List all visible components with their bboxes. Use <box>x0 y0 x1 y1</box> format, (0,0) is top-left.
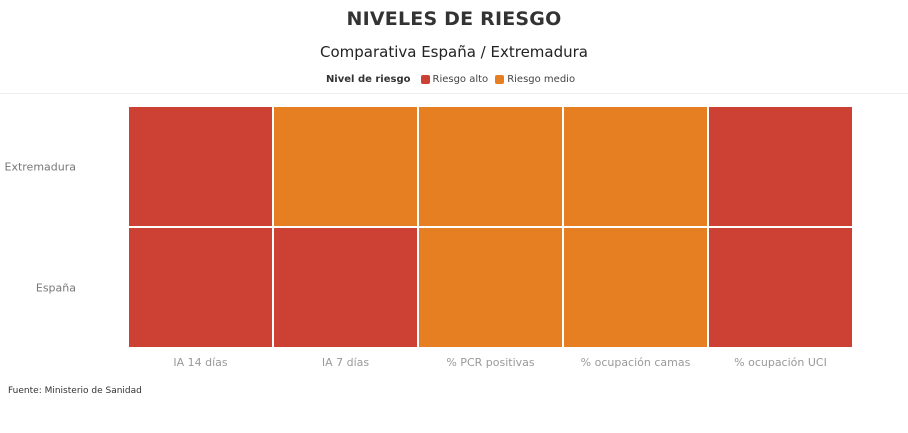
x-tick-label-ocupacion-camas: % ocupación camas <box>581 356 691 369</box>
heatmap-cell-extremadura-ocupacion-camas[interactable] <box>562 105 709 228</box>
legend-entry-high[interactable]: Riesgo alto <box>420 74 489 85</box>
legend-entry-medium[interactable]: Riesgo medio <box>495 74 575 85</box>
heatmap-cell-espana-pcr-positivas[interactable] <box>417 226 564 349</box>
x-tick-label-ia-14-dias: IA 14 días <box>173 356 228 369</box>
legend-swatch-high <box>420 75 430 84</box>
heatmap-cell-extremadura-ocupacion-uci[interactable] <box>707 105 854 228</box>
heatmap-cell-espana-ocupacion-camas[interactable] <box>562 226 709 349</box>
legend-label-medium: Riesgo medio <box>507 74 576 85</box>
y-tick-label-espana: España <box>36 282 76 295</box>
x-tick-label-pcr-positivas: % PCR positivas <box>446 356 535 369</box>
chart-subtitle: Comparativa España / Extremadura <box>319 43 588 61</box>
header-divider <box>0 93 908 94</box>
source-note: Fuente: Ministerio de Sanidad <box>8 386 142 396</box>
legend: Nivel de riesgo Riesgo alto Riesgo medio <box>0 74 908 85</box>
heatmap-cell-espana-ia-7-dias[interactable] <box>272 226 419 349</box>
heatmap-cell-extremadura-ia-7-dias[interactable] <box>272 105 419 228</box>
heatmap-cell-espana-ia-14-dias[interactable] <box>127 226 274 349</box>
x-tick-label-ia-7-dias: IA 7 días <box>322 356 370 369</box>
y-tick-label-extremadura: Extremadura <box>5 161 77 174</box>
legend-label-high: Riesgo alto <box>432 74 489 85</box>
legend-title: Nivel de riesgo <box>325 74 411 85</box>
chart-title: NIVELES DE RIESGO <box>346 8 562 30</box>
heatmap-cell-extremadura-ia-14-dias[interactable] <box>127 105 274 228</box>
heatmap-cell-espana-ocupacion-uci[interactable] <box>707 226 854 349</box>
heatmap-cell-extremadura-pcr-positivas[interactable] <box>417 105 564 228</box>
legend-swatch-medium <box>495 75 505 84</box>
x-tick-label-ocupacion-uci: % ocupación UCI <box>734 356 827 369</box>
